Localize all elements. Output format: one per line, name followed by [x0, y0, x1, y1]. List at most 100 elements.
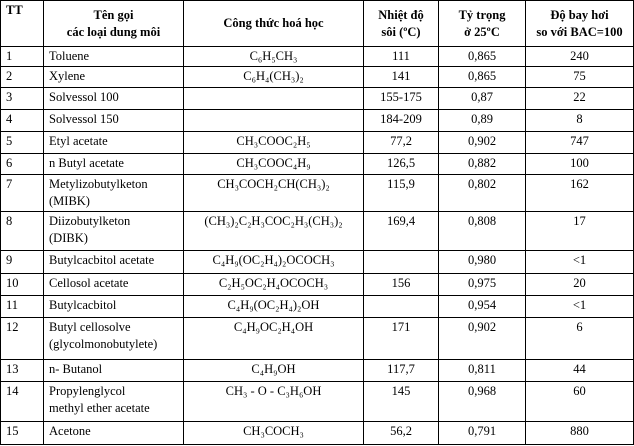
table-row: 12 Butyl cellosolve (glycolmonobutylete) C…: [0, 317, 634, 360]
table-cell: 115,9: [363, 174, 439, 212]
table-cell: 184-209: [363, 109, 439, 132]
header-cell: Nhiệt độ sôi (ºC): [363, 0, 439, 47]
table-cell: Toluene: [43, 46, 184, 67]
table-row: 3 Solvessol 100 155-175 0,87 22: [0, 87, 634, 110]
table-cell: 145: [363, 381, 439, 422]
table-cell: 7: [0, 174, 44, 212]
table-cell: [183, 109, 364, 132]
table-cell: C₆H₄(CH₃)₂: [183, 66, 364, 88]
table-row: 10 Cellosol acetate C₂H₅OC₂H₄OCOCH₃ 156 0,97…: [0, 273, 634, 296]
table-cell: 747: [525, 131, 634, 154]
table-cell: 9: [0, 250, 44, 274]
table-cell: 60: [525, 381, 634, 422]
table-cell: 13: [0, 359, 44, 382]
table-row: 15 Acetone CH₃COCH₃ 56,2 0,791 880: [0, 421, 634, 445]
table-row: 2 Xylene C₆H₄(CH₃)₂ 141 0,865 75: [0, 66, 634, 88]
table-row: 14 Propylenglycol methyl ether acetate CH₃…: [0, 381, 634, 422]
table-cell: 17: [525, 211, 634, 251]
table-cell: [363, 295, 439, 318]
table-cell: 6: [0, 153, 44, 175]
table-cell: Propylenglycol methyl ether acetate: [43, 381, 184, 422]
table-cell: C₄H₉OC₂H₄OH: [183, 317, 364, 360]
table-cell: 0,882: [438, 153, 526, 175]
table-cell: 0,902: [438, 131, 526, 154]
table-cell: 3: [0, 87, 44, 110]
table-cell: 0,811: [438, 359, 526, 382]
table-cell: 156: [363, 273, 439, 296]
header-cell: Tỷ trọng ở 25ºC: [438, 0, 526, 47]
table-row: 5 Etyl acetate CH₃COOC₂H₅ 77,2 0,902 747: [0, 131, 634, 154]
table-cell: 880: [525, 421, 634, 445]
table-cell: 56,2: [363, 421, 439, 445]
table-cell: 0,865: [438, 66, 526, 88]
header-cell: Công thức hoá học: [183, 0, 364, 47]
table-row: 8 Diizobutylketon (DIBK) (CH₃)₂C₂H₃COC₂H₃(…: [0, 211, 634, 251]
table-cell: 117,7: [363, 359, 439, 382]
table-cell: <1: [525, 250, 634, 274]
table-cell: Etyl acetate: [43, 131, 184, 154]
table-cell: 75: [525, 66, 634, 88]
table-cell: Metylizobutylketon (MIBK): [43, 174, 184, 212]
table-cell: 20: [525, 273, 634, 296]
header-cell: Tên gọi các loại dung môi: [43, 0, 184, 47]
header-cell: TT: [0, 0, 44, 47]
table-cell: 1: [0, 46, 44, 67]
table-cell: 0,865: [438, 46, 526, 67]
table-cell: 0,808: [438, 211, 526, 251]
table-cell: CH₃COOC₄H₉: [183, 153, 364, 175]
table-row: 11 Butylcacbitol C₄H₉(OC₂H₄)₂OH 0,954 <1: [0, 295, 634, 318]
table-row: 4 Solvessol 150 184-209 0,89 8: [0, 109, 634, 132]
table-cell: C₂H₅OC₂H₄OCOCH₃: [183, 273, 364, 296]
table-cell: 126,5: [363, 153, 439, 175]
table-cell: [183, 87, 364, 110]
table-cell: C₄H₉(OC₂H₄)₂OH: [183, 295, 364, 318]
table-cell: 155-175: [363, 87, 439, 110]
table-cell: Butylcacbitol: [43, 295, 184, 318]
table-cell: 240: [525, 46, 634, 67]
table-cell: 0,791: [438, 421, 526, 445]
table-cell: 0,802: [438, 174, 526, 212]
table-row: 9 Butylcacbitol acetate C₄H₉(OC₂H₄)₂OCOCH₃…: [0, 250, 634, 274]
table-cell: Xylene: [43, 66, 184, 88]
header-row: TT Tên gọi các loại dung môi Công thức hoá…: [0, 0, 634, 47]
table-cell: CH₃ - O - C₃H₆OH: [183, 381, 364, 422]
table-cell: CH₃COOC₂H₅: [183, 131, 364, 154]
table-cell: 4: [0, 109, 44, 132]
table-cell: C₄H₉(OC₂H₄)₂OCOCH₃: [183, 250, 364, 274]
table-cell: Solvessol 150: [43, 109, 184, 132]
table-cell: 15: [0, 421, 44, 445]
header-cell: Độ bay hơi so với BAC=100: [525, 0, 634, 47]
table-cell: C₆H₅CH₃: [183, 46, 364, 67]
table-cell: 0,954: [438, 295, 526, 318]
table-cell: Diizobutylketon (DIBK): [43, 211, 184, 251]
table-cell: 44: [525, 359, 634, 382]
table-cell: 0,968: [438, 381, 526, 422]
table-cell: Butylcacbitol acetate: [43, 250, 184, 274]
table-cell: 0,975: [438, 273, 526, 296]
table-row: 1 Toluene C₆H₅CH₃ 111 0,865 240: [0, 46, 634, 67]
table-cell: 0,902: [438, 317, 526, 360]
table-cell: <1: [525, 295, 634, 318]
table-body: 1 Toluene C₆H₅CH₃ 111 0,865 240 2 Xylene C₆H₄(CH…: [0, 46, 634, 445]
table-cell: 0,87: [438, 87, 526, 110]
table-cell: 111: [363, 46, 439, 67]
table-row: 7 Metylizobutylketon (MIBK) CH₃COCH₂CH(CH₃…: [0, 174, 634, 212]
table-cell: CH₃COCH₂CH(CH₃)₂: [183, 174, 364, 212]
table-cell: Solvessol 100: [43, 87, 184, 110]
table-cell: 100: [525, 153, 634, 175]
table-cell: 141: [363, 66, 439, 88]
table-cell: Acetone: [43, 421, 184, 445]
table-cell: CH₃COCH₃: [183, 421, 364, 445]
table-cell: 10: [0, 273, 44, 296]
table-cell: 12: [0, 317, 44, 360]
table-cell: 8: [0, 211, 44, 251]
table-cell: n- Butanol: [43, 359, 184, 382]
table-cell: 169,4: [363, 211, 439, 251]
table-header: TT Tên gọi các loại dung môi Công thức hoá…: [0, 0, 634, 47]
table-cell: 162: [525, 174, 634, 212]
table-cell: 14: [0, 381, 44, 422]
table-cell: n Butyl acetate: [43, 153, 184, 175]
